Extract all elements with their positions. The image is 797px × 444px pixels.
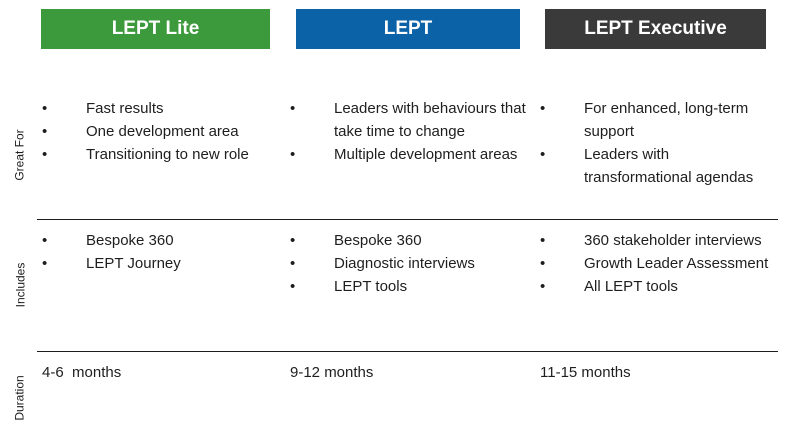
bullet-list: • Bespoke 360 • LEPT Journey: [42, 229, 282, 275]
bullet-list: • Fast results • One development area • Tra…: [42, 97, 282, 166]
list-item: • Transitioning to new role: [42, 143, 282, 166]
cell-great-for-lept-executive: • For enhanced, long-term support • Leader…: [540, 97, 780, 189]
list-item: • 360 stakeholder interviews: [540, 229, 780, 252]
list-item-text: Fast results: [86, 100, 164, 117]
list-item-text: All LEPT tools: [584, 278, 678, 295]
list-item-text: Growth Leader Assessment: [584, 255, 769, 272]
row-label-includes-text: Includes: [13, 262, 28, 308]
bullet-list: • 360 stakeholder interviews • Growth Lead…: [540, 229, 780, 298]
bullet-list: • Leaders with behaviours that take time …: [290, 97, 530, 166]
bullet-icon: •: [42, 100, 48, 117]
bullet-icon: •: [290, 232, 296, 249]
list-item: • Bespoke 360: [290, 229, 530, 252]
duration-value: 4-6 months: [42, 364, 122, 381]
bullet-icon: •: [540, 278, 546, 295]
bullet-icon: •: [42, 232, 48, 249]
duration-value: 11-15 months: [540, 364, 631, 381]
cell-great-for-lept-lite: • Fast results • One development area • Tra…: [42, 97, 282, 166]
cell-includes-lept-executive: • 360 stakeholder interviews • Growth Lead…: [540, 229, 780, 298]
list-item: • Multiple development areas: [290, 143, 530, 166]
list-item: • Leaders with behaviours that take time …: [290, 97, 530, 143]
list-item-text: Transitioning to new role: [86, 146, 249, 163]
row-label-great-for: Great For: [3, 92, 37, 218]
list-item: • Leaders with transformational agendas: [540, 143, 780, 189]
header-lept-executive: LEPT Executive: [545, 9, 766, 49]
bullet-icon: •: [540, 255, 546, 272]
list-item-text: Bespoke 360: [86, 232, 174, 249]
cell-great-for-lept: • Leaders with behaviours that take time …: [290, 97, 530, 166]
bullet-icon: •: [290, 100, 296, 117]
duration-value: 9-12 months: [290, 364, 374, 381]
list-item-text: LEPT tools: [334, 278, 408, 295]
cell-includes-lept-lite: • Bespoke 360 • LEPT Journey: [42, 229, 282, 275]
list-item-text: For enhanced, long-term support: [584, 100, 749, 140]
list-item-text: 360 stakeholder interviews: [584, 232, 762, 249]
header-lept-executive-label: LEPT Executive: [584, 18, 727, 39]
bullet-icon: •: [540, 146, 546, 163]
cell-duration-lept: 9-12 months: [290, 361, 530, 384]
bullet-icon: •: [290, 278, 296, 295]
bullet-list: • Bespoke 360 • Diagnostic interviews • LEP…: [290, 229, 530, 298]
bullet-icon: •: [42, 146, 48, 163]
cell-duration-lept-lite: 4-6 months: [42, 361, 282, 384]
cell-duration-lept-executive: 11-15 months: [540, 361, 780, 384]
list-item-text: Leaders with behaviours that take time t…: [334, 100, 526, 140]
row-label-includes: Includes: [3, 222, 37, 348]
list-item-text: Diagnostic interviews: [334, 255, 475, 272]
list-item: • All LEPT tools: [540, 275, 780, 298]
bullet-icon: •: [42, 255, 48, 272]
row-divider: [37, 351, 778, 352]
list-item: • Bespoke 360: [42, 229, 282, 252]
bullet-icon: •: [540, 100, 546, 117]
bullet-list: • For enhanced, long-term support • Leader…: [540, 97, 780, 189]
bullet-icon: •: [290, 255, 296, 272]
header-lept-lite: LEPT Lite: [41, 9, 270, 49]
row-divider: [37, 219, 778, 220]
list-item: • Growth Leader Assessment: [540, 252, 780, 275]
header-lept-lite-label: LEPT Lite: [111, 18, 200, 39]
row-label-great-for-text: Great For: [13, 129, 28, 181]
list-item: • For enhanced, long-term support: [540, 97, 780, 143]
bullet-icon: •: [42, 123, 48, 140]
list-item: • Fast results: [42, 97, 282, 120]
bullet-icon: •: [290, 146, 296, 163]
list-item: • LEPT Journey: [42, 252, 282, 275]
cell-includes-lept: • Bespoke 360 • Diagnostic interviews • LEP…: [290, 229, 530, 298]
list-item: • Diagnostic interviews: [290, 252, 530, 275]
bullet-icon: •: [540, 232, 546, 249]
row-label-duration-text: Duration: [13, 375, 28, 421]
header-lept-label: LEPT: [383, 18, 433, 39]
list-item: • One development area: [42, 120, 282, 143]
list-item-text: Bespoke 360: [334, 232, 422, 249]
list-item: • LEPT tools: [290, 275, 530, 298]
row-label-duration: Duration: [3, 356, 37, 440]
list-item-text: Leaders with transformational agendas: [584, 146, 754, 186]
list-item-text: One development area: [86, 123, 239, 140]
list-item-text: Multiple development areas: [334, 146, 518, 163]
list-item-text: LEPT Journey: [86, 255, 181, 272]
header-lept: LEPT: [296, 9, 520, 49]
